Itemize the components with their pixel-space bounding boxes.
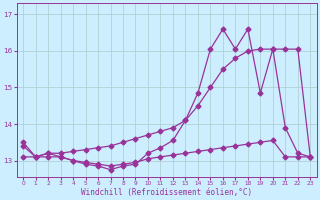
X-axis label: Windchill (Refroidissement éolien,°C): Windchill (Refroidissement éolien,°C) (81, 188, 252, 197)
